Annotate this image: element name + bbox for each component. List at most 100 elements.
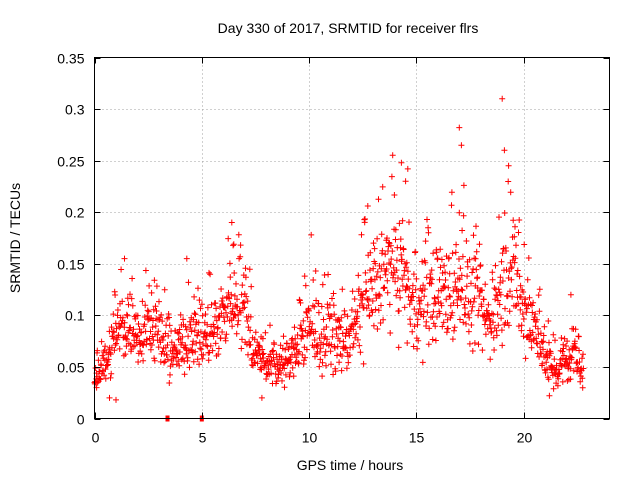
y-tick-label: 0.1 xyxy=(65,308,85,324)
data-point xyxy=(227,274,234,281)
data-point xyxy=(393,267,400,274)
data-point xyxy=(128,295,135,302)
data-point xyxy=(105,356,112,363)
data-point xyxy=(270,347,277,354)
data-point xyxy=(135,359,142,365)
data-point xyxy=(378,231,385,238)
data-point xyxy=(144,307,151,314)
data-point xyxy=(244,318,251,324)
data-point xyxy=(225,235,232,242)
data-point xyxy=(411,306,418,313)
data-point xyxy=(556,370,563,377)
data-point xyxy=(414,316,421,323)
data-point xyxy=(363,279,370,285)
data-point xyxy=(278,370,284,376)
data-point xyxy=(332,368,339,375)
data-point xyxy=(233,330,240,337)
data-point xyxy=(185,279,192,286)
x-tick-label: 5 xyxy=(199,430,207,446)
data-point xyxy=(566,360,573,367)
data-point xyxy=(404,268,411,275)
data-point xyxy=(327,348,334,355)
data-point xyxy=(476,241,483,248)
data-point xyxy=(231,292,238,299)
data-point xyxy=(504,292,511,299)
data-point xyxy=(470,298,477,305)
data-point xyxy=(95,357,102,364)
data-point xyxy=(102,366,109,373)
x-axis-label: GPS time / hours xyxy=(297,457,404,473)
data-point xyxy=(230,241,237,248)
data-point xyxy=(328,361,334,368)
data-point xyxy=(427,275,434,281)
data-point xyxy=(321,352,328,359)
data-point xyxy=(519,311,526,317)
data-point xyxy=(111,329,117,336)
data-point xyxy=(338,314,345,321)
data-point xyxy=(539,360,546,367)
data-point xyxy=(179,339,186,346)
data-point xyxy=(577,366,584,373)
data-point xyxy=(123,311,130,318)
data-point xyxy=(315,309,322,316)
data-point xyxy=(215,351,222,358)
data-point xyxy=(190,358,197,365)
data-point xyxy=(550,385,557,392)
data-point xyxy=(204,321,211,328)
data-point xyxy=(381,285,388,291)
data-point xyxy=(273,351,280,358)
data-point xyxy=(192,311,199,318)
data-point xyxy=(580,365,587,372)
data-point xyxy=(173,347,180,354)
data-point xyxy=(198,301,205,308)
data-point xyxy=(421,286,428,293)
data-point xyxy=(114,336,121,343)
data-point xyxy=(579,355,585,362)
data-point xyxy=(111,347,118,354)
data-point xyxy=(181,371,188,378)
data-point xyxy=(270,354,277,361)
data-point xyxy=(449,336,456,343)
data-point xyxy=(501,210,508,216)
data-point xyxy=(371,245,378,252)
data-point xyxy=(431,295,438,302)
data-point xyxy=(105,361,111,368)
data-point xyxy=(183,326,190,333)
data-point xyxy=(234,321,241,328)
data-point xyxy=(515,229,522,236)
data-point xyxy=(520,289,527,295)
data-point xyxy=(206,349,213,356)
data-point xyxy=(434,314,440,320)
data-point xyxy=(507,189,514,196)
data-point xyxy=(107,351,114,358)
data-point xyxy=(419,359,426,366)
data-point xyxy=(442,311,449,318)
data-point xyxy=(524,276,531,283)
data-point xyxy=(331,311,338,318)
data-point xyxy=(363,305,370,312)
data-point xyxy=(242,274,249,281)
data-point xyxy=(401,304,408,311)
data-point xyxy=(513,287,520,294)
data-point xyxy=(269,348,276,355)
data-point xyxy=(456,256,462,262)
data-point xyxy=(499,342,506,349)
data-point xyxy=(487,356,494,363)
data-point xyxy=(138,350,145,357)
data-point xyxy=(447,293,454,300)
data-point xyxy=(333,331,340,337)
data-point xyxy=(376,292,383,299)
data-point xyxy=(541,323,548,330)
data-point xyxy=(446,293,453,299)
data-point xyxy=(506,308,513,315)
data-point xyxy=(151,357,158,364)
data-point xyxy=(580,351,586,358)
data-point xyxy=(191,327,198,334)
data-point xyxy=(396,220,403,227)
data-point xyxy=(163,352,170,358)
data-point xyxy=(420,313,427,320)
data-point xyxy=(152,303,159,310)
data-point xyxy=(294,332,301,338)
data-point xyxy=(485,301,492,308)
data-point xyxy=(353,330,360,337)
